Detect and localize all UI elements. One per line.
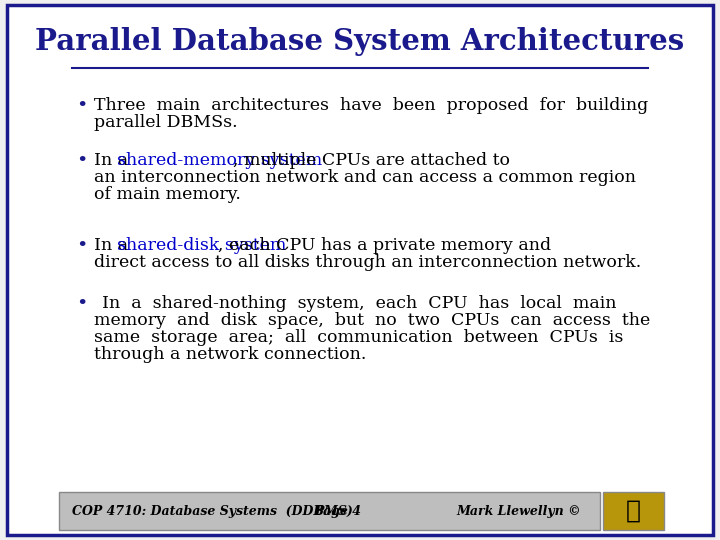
- Text: In a: In a: [94, 152, 133, 169]
- Text: shared-memory system: shared-memory system: [117, 152, 323, 169]
- Text: •: •: [76, 97, 88, 115]
- Text: •: •: [76, 152, 88, 170]
- Text: •: •: [76, 295, 88, 313]
- Text: Parallel Database System Architectures: Parallel Database System Architectures: [35, 28, 685, 57]
- Text: of main memory.: of main memory.: [94, 186, 240, 203]
- Text: Mark Llewellyn ©: Mark Llewellyn ©: [456, 504, 581, 517]
- Text: through a network connection.: through a network connection.: [94, 346, 366, 363]
- Text: an interconnection network and can access a common region: an interconnection network and can acces…: [94, 169, 636, 186]
- Text: same  storage  area;  all  communication  between  CPUs  is: same storage area; all communication bet…: [94, 329, 623, 346]
- Text: In  a  shared-nothing  system,  each  CPU  has  local  main: In a shared-nothing system, each CPU has…: [102, 295, 617, 312]
- Bar: [59, 492, 600, 530]
- Text: In a: In a: [94, 237, 133, 254]
- Bar: [603, 492, 664, 530]
- Text: COP 4710: Database Systems  (DDBMS): COP 4710: Database Systems (DDBMS): [72, 504, 353, 517]
- Text: shared-disk system: shared-disk system: [117, 237, 287, 254]
- Text: direct access to all disks through an interconnection network.: direct access to all disks through an in…: [94, 254, 641, 271]
- Text: , each CPU has a private memory and: , each CPU has a private memory and: [217, 237, 551, 254]
- Text: Page 4: Page 4: [315, 504, 361, 517]
- Text: , multiple CPUs are attached to: , multiple CPUs are attached to: [233, 152, 510, 169]
- Text: memory  and  disk  space,  but  no  two  CPUs  can  access  the: memory and disk space, but no two CPUs c…: [94, 312, 650, 329]
- Text: •: •: [76, 237, 88, 255]
- Text: Three  main  architectures  have  been  proposed  for  building: Three main architectures have been propo…: [94, 97, 648, 114]
- Text: 🦅: 🦅: [626, 499, 641, 523]
- Text: parallel DBMSs.: parallel DBMSs.: [94, 114, 238, 131]
